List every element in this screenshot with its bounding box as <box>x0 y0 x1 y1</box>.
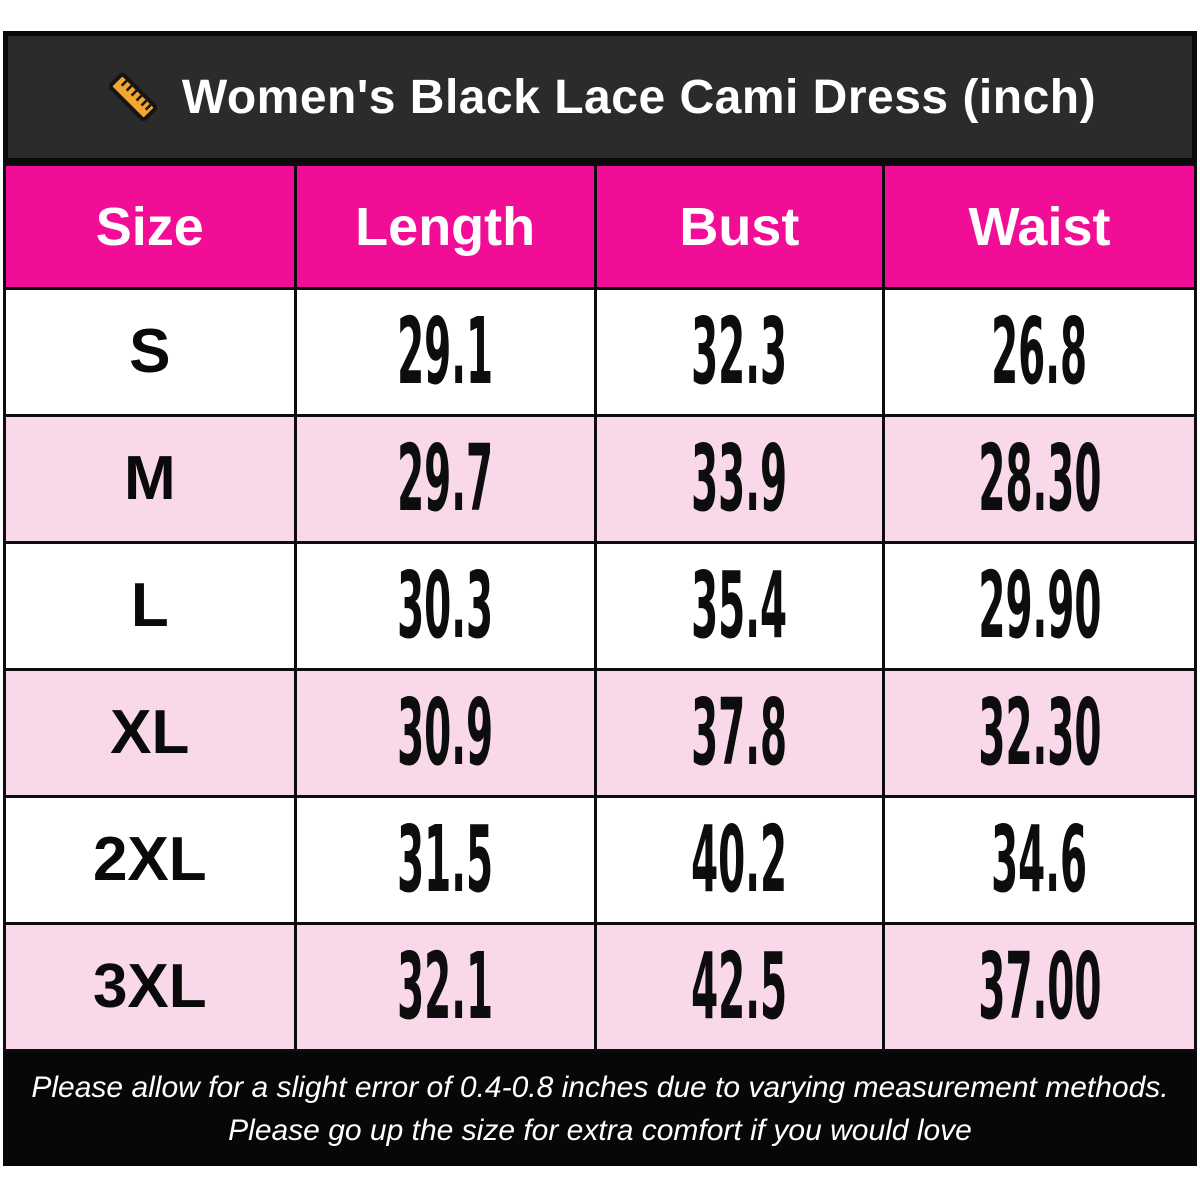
measurement-cell: 26.8 <box>881 287 1198 417</box>
column-header-waist: Waist <box>881 163 1198 290</box>
waist-value: 37.00 <box>977 933 1101 1040</box>
waist-value: 32.30 <box>977 679 1101 786</box>
size-chart: Women's Black Lace Cami Dress (inch) Siz… <box>3 31 1198 1166</box>
ruler-icon <box>108 72 157 122</box>
measurement-cell: 42.5 <box>593 922 885 1052</box>
measurement-cell: 35.4 <box>593 541 885 671</box>
measurement-cell: 29.7 <box>293 414 597 544</box>
waist-value: 26.8 <box>991 298 1088 405</box>
size-label: S <box>129 317 171 386</box>
measurement-cell: 32.1 <box>293 922 597 1052</box>
bust-value: 40.2 <box>691 806 788 913</box>
measurement-cell: 33.9 <box>593 414 885 544</box>
measurement-cell: 28.30 <box>881 414 1198 544</box>
length-value: 30.3 <box>397 552 494 659</box>
waist-value: 28.30 <box>977 425 1101 532</box>
size-chart-title: Women's Black Lace Cami Dress (inch) <box>181 70 1097 124</box>
size-cell: M <box>3 414 297 544</box>
column-header-length: Length <box>293 163 597 290</box>
measurement-cell: 30.9 <box>293 668 597 798</box>
bust-value: 33.9 <box>691 425 788 532</box>
footer-note: Please allow for a slight error of 0.4-0… <box>3 1052 1197 1166</box>
table-row: S 29.1 32.3 26.8 <box>3 287 1198 417</box>
footer-note-line-1: Please allow for a slight error of 0.4-0… <box>31 1070 1169 1104</box>
table-row: XL 30.9 37.8 32.30 <box>3 668 1198 798</box>
size-label: XL <box>110 698 190 767</box>
size-table: Size Length Bust Waist S 29.1 32.3 26.8 … <box>3 163 1198 1052</box>
measurement-cell: 37.00 <box>881 922 1198 1052</box>
measurement-cell: 34.6 <box>881 795 1198 925</box>
size-cell: 3XL <box>3 922 297 1052</box>
measurement-cell: 29.90 <box>881 541 1198 671</box>
bust-value: 32.3 <box>691 298 788 405</box>
bust-value: 37.8 <box>691 679 788 786</box>
header-row: Size Length Bust Waist <box>3 163 1198 290</box>
length-value: 31.5 <box>397 806 494 913</box>
size-cell: 2XL <box>3 795 297 925</box>
bust-value: 35.4 <box>691 552 788 659</box>
size-cell: XL <box>3 668 297 798</box>
size-label: 3XL <box>92 952 207 1021</box>
table-row: M 29.7 33.9 28.30 <box>3 414 1198 544</box>
measurement-cell: 32.30 <box>881 668 1198 798</box>
table-row: 2XL 31.5 40.2 34.6 <box>3 795 1198 925</box>
length-value: 30.9 <box>397 679 494 786</box>
measurement-cell: 30.3 <box>293 541 597 671</box>
waist-value: 34.6 <box>991 806 1088 913</box>
size-label: 2XL <box>92 825 207 894</box>
waist-value: 29.90 <box>977 552 1101 659</box>
column-header-size: Size <box>3 163 297 290</box>
table-row: L 30.3 35.4 29.90 <box>3 541 1198 671</box>
length-value: 29.1 <box>397 298 494 405</box>
measurement-cell: 37.8 <box>593 668 885 798</box>
length-value: 32.1 <box>397 933 494 1040</box>
measurement-cell: 31.5 <box>293 795 597 925</box>
table-row: 3XL 32.1 42.5 37.00 <box>3 922 1198 1052</box>
size-cell: L <box>3 541 297 671</box>
size-label: L <box>130 571 169 640</box>
length-value: 29.7 <box>397 425 494 532</box>
size-chart-title-bar: Women's Black Lace Cami Dress (inch) <box>3 31 1197 163</box>
bust-value: 42.5 <box>691 933 788 1040</box>
size-label: M <box>123 444 176 513</box>
measurement-cell: 40.2 <box>593 795 885 925</box>
footer-note-line-2: Please go up the size for extra comfort … <box>228 1114 972 1147</box>
measurement-cell: 29.1 <box>293 287 597 417</box>
measurement-cell: 32.3 <box>593 287 885 417</box>
size-cell: S <box>3 287 297 417</box>
column-header-bust: Bust <box>593 163 885 290</box>
